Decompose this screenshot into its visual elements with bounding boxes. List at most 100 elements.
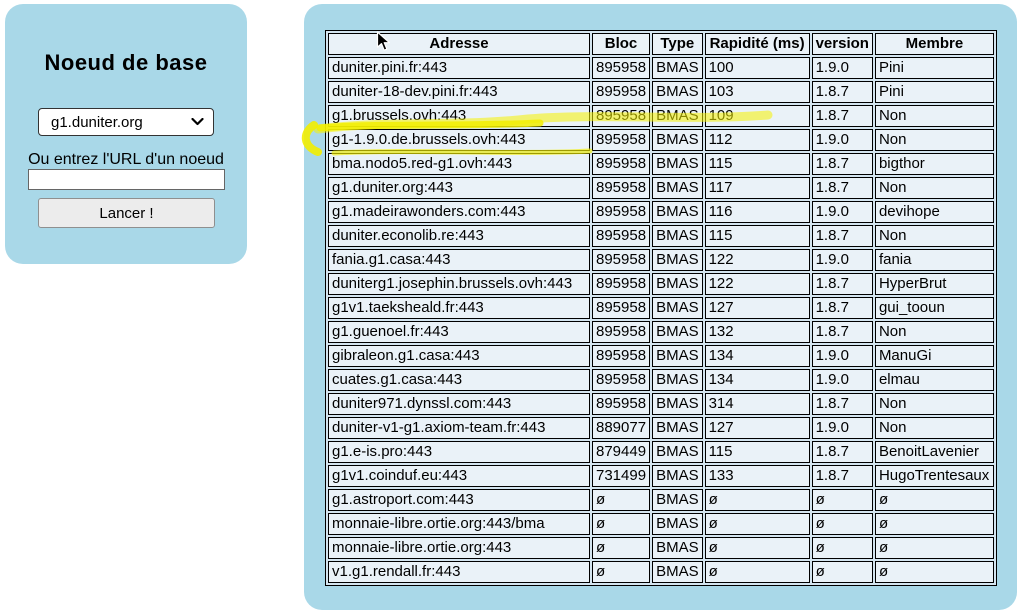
- cell-adresse: g1.brussels.ovh:443: [328, 105, 590, 127]
- cell-bloc: 895958: [592, 321, 651, 343]
- cell-version: ø: [811, 489, 873, 511]
- table-row: v1.g1.rendall.fr:443 ø BMAS ø ø ø: [328, 561, 994, 583]
- cell-version: 1.8.7: [811, 441, 873, 463]
- cell-membre: ø: [874, 513, 994, 535]
- cell-bloc: 895958: [592, 153, 651, 175]
- cell-type: BMAS: [652, 297, 703, 319]
- cell-version: 1.9.0: [811, 417, 873, 439]
- cell-membre: elmau: [874, 369, 994, 391]
- cell-adresse: v1.g1.rendall.fr:443: [328, 561, 590, 583]
- cell-adresse: duniter-18-dev.pini.fr:443: [328, 81, 590, 103]
- table-row: monnaie-libre.ortie.org:443/bma ø BMAS ø ø ø: [328, 513, 994, 535]
- cell-type: BMAS: [652, 201, 703, 223]
- cell-adresse: cuates.g1.casa:443: [328, 369, 590, 391]
- table-row: g1.duniter.org:443 895958 BMAS 117 1.8.7 Non: [328, 177, 994, 199]
- cell-membre: Non: [874, 225, 994, 247]
- table-header-row: Adresse Bloc Type Rapidité (ms) version …: [328, 33, 994, 55]
- header-version: version: [811, 33, 873, 55]
- cell-version: 1.8.7: [811, 225, 873, 247]
- table-row: g1.e-is.pro:443 879449 BMAS 115 1.8.7 BenoitL…: [328, 441, 994, 463]
- cell-type: BMAS: [652, 105, 703, 127]
- cell-adresse: fania.g1.casa:443: [328, 249, 590, 271]
- header-type: Type: [652, 33, 703, 55]
- cell-adresse: g1.duniter.org:443: [328, 177, 590, 199]
- node-select[interactable]: g1.duniter.org: [38, 108, 214, 136]
- cell-bloc: 895958: [592, 249, 651, 271]
- cell-rapidite: ø: [704, 561, 810, 583]
- cell-version: 1.9.0: [811, 369, 873, 391]
- cell-rapidite: 115: [704, 153, 810, 175]
- cell-type: BMAS: [652, 417, 703, 439]
- page-title: Noeud de base: [44, 50, 208, 75]
- cell-adresse: duniter-v1-g1.axiom-team.fr:443: [328, 417, 590, 439]
- cell-rapidite: 134: [704, 345, 810, 367]
- table-row: g1.brussels.ovh:443 895958 BMAS 109 1.8.7 Non: [328, 105, 994, 127]
- table-row: duniter-v1-g1.axiom-team.fr:443 889077 BMA…: [328, 417, 994, 439]
- cell-adresse: g1.e-is.pro:443: [328, 441, 590, 463]
- cell-type: BMAS: [652, 441, 703, 463]
- cell-bloc: 889077: [592, 417, 651, 439]
- cell-bloc: 879449: [592, 441, 651, 463]
- cell-membre: fania: [874, 249, 994, 271]
- cell-bloc: 895958: [592, 81, 651, 103]
- table-row: duniter-18-dev.pini.fr:443 895958 BMAS 103 1…: [328, 81, 994, 103]
- nodes-table: Adresse Bloc Type Rapidité (ms) version …: [325, 30, 997, 586]
- cell-type: BMAS: [652, 57, 703, 79]
- cell-version: 1.9.0: [811, 249, 873, 271]
- cell-bloc: 895958: [592, 201, 651, 223]
- cell-adresse: g1.madeirawonders.com:443: [328, 201, 590, 223]
- table-row: cuates.g1.casa:443 895958 BMAS 134 1.9.0 elma…: [328, 369, 994, 391]
- cell-version: 1.8.7: [811, 105, 873, 127]
- header-bloc: Bloc: [592, 33, 651, 55]
- table-row: g1.madeirawonders.com:443 895958 BMAS 116 1.…: [328, 201, 994, 223]
- cell-bloc: 895958: [592, 297, 651, 319]
- cell-membre: BenoitLavenier: [874, 441, 994, 463]
- cell-rapidite: 122: [704, 273, 810, 295]
- cell-rapidite: 115: [704, 441, 810, 463]
- table-row: bma.nodo5.red-g1.ovh:443 895958 BMAS 115 1.8…: [328, 153, 994, 175]
- cell-rapidite: ø: [704, 513, 810, 535]
- cell-membre: Pini: [874, 57, 994, 79]
- cell-type: BMAS: [652, 465, 703, 487]
- cell-bloc: 895958: [592, 273, 651, 295]
- header-adresse: Adresse: [328, 33, 590, 55]
- cell-type: BMAS: [652, 321, 703, 343]
- cell-adresse: g1v1.taeksheald.fr:443: [328, 297, 590, 319]
- cell-rapidite: 127: [704, 297, 810, 319]
- cell-type: BMAS: [652, 273, 703, 295]
- cell-membre: Non: [874, 321, 994, 343]
- table-row: gibraleon.g1.casa:443 895958 BMAS 134 1.9.0 M…: [328, 345, 994, 367]
- cell-membre: Non: [874, 105, 994, 127]
- cell-adresse: duniter971.dynssl.com:443: [328, 393, 590, 415]
- url-label: Ou entrez l'URL d'un noeud: [28, 151, 224, 168]
- table-row: duniter.pini.fr:443 895958 BMAS 100 1.9.0 Pin…: [328, 57, 994, 79]
- cell-version: ø: [811, 537, 873, 559]
- launch-button[interactable]: Lancer !: [38, 198, 215, 228]
- cell-bloc: 895958: [592, 177, 651, 199]
- table-row: g1v1.taeksheald.fr:443 895958 BMAS 127 1.8.7…: [328, 297, 994, 319]
- cell-membre: ø: [874, 489, 994, 511]
- cell-rapidite: ø: [704, 489, 810, 511]
- cell-version: 1.8.7: [811, 81, 873, 103]
- cell-type: BMAS: [652, 393, 703, 415]
- cell-membre: ø: [874, 561, 994, 583]
- cell-bloc: 895958: [592, 345, 651, 367]
- cell-bloc: ø: [592, 489, 651, 511]
- cell-type: BMAS: [652, 225, 703, 247]
- cell-version: 1.9.0: [811, 201, 873, 223]
- cell-rapidite: 127: [704, 417, 810, 439]
- cell-bloc: 895958: [592, 129, 651, 151]
- cell-type: BMAS: [652, 489, 703, 511]
- url-input[interactable]: [28, 169, 225, 190]
- cell-type: BMAS: [652, 129, 703, 151]
- cell-version: 1.8.7: [811, 321, 873, 343]
- cell-membre: devihope: [874, 201, 994, 223]
- nodes-panel: Adresse Bloc Type Rapidité (ms) version …: [304, 4, 1017, 610]
- cell-rapidite: 103: [704, 81, 810, 103]
- cell-type: BMAS: [652, 81, 703, 103]
- cell-version: 1.8.7: [811, 273, 873, 295]
- cell-rapidite: 122: [704, 249, 810, 271]
- cell-version: 1.8.7: [811, 177, 873, 199]
- cell-version: 1.9.0: [811, 129, 873, 151]
- cell-membre: bigthor: [874, 153, 994, 175]
